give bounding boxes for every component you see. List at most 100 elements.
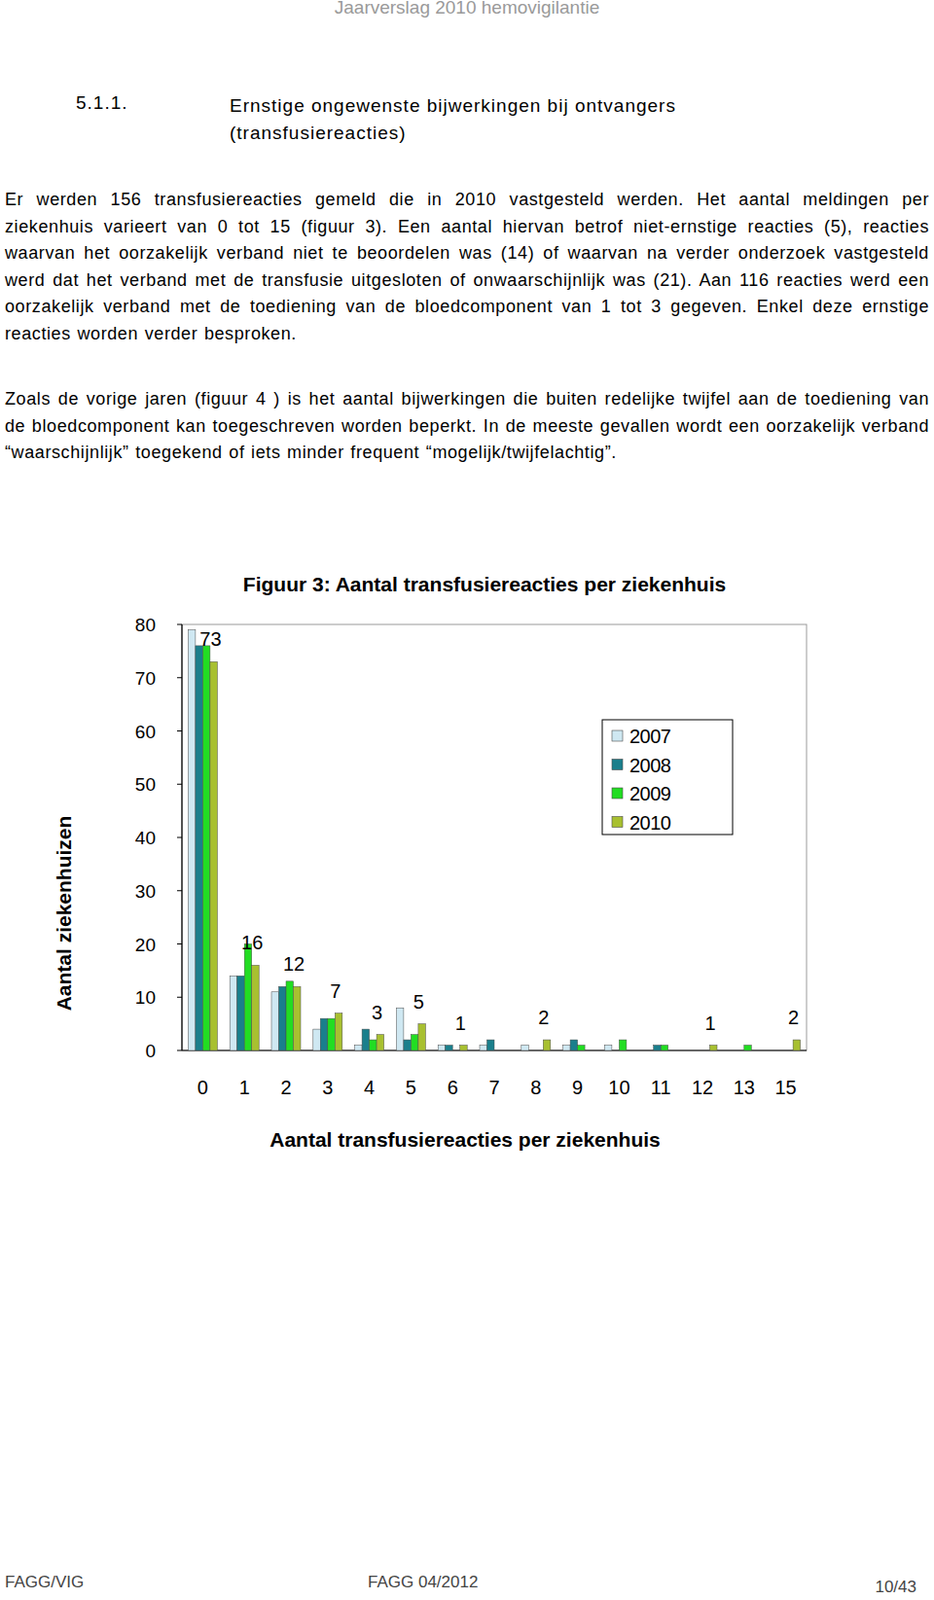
bar — [778, 1050, 787, 1052]
bar — [369, 1040, 378, 1051]
legend-swatch — [611, 759, 623, 771]
bar — [751, 1050, 759, 1052]
bar — [660, 1045, 669, 1051]
bar — [418, 1024, 427, 1051]
legend-box — [602, 719, 733, 835]
legend-label: 2010 — [629, 812, 672, 834]
data-label: 2 — [538, 1006, 549, 1029]
bar — [668, 1050, 677, 1052]
bar — [320, 1018, 328, 1051]
y-tick — [177, 677, 182, 679]
x-tick-label: 7 — [488, 1077, 500, 1099]
bar — [687, 1050, 696, 1052]
data-label: 12 — [283, 953, 305, 975]
x-tick-label: 6 — [447, 1077, 459, 1099]
bar — [786, 1050, 794, 1052]
bar — [710, 1045, 719, 1051]
data-label: 7 — [329, 980, 341, 1003]
y-tick — [177, 730, 182, 732]
y-tick-label: 10 — [135, 987, 156, 1008]
data-label: 1 — [704, 1012, 716, 1035]
bar — [286, 981, 294, 1051]
data-label: 3 — [371, 1002, 383, 1024]
bars — [187, 629, 800, 1051]
bar — [653, 1045, 662, 1051]
bar — [244, 944, 252, 1052]
bar — [521, 1045, 530, 1051]
running-header: Jaarverslag 2010 hemovigilantie — [0, 0, 934, 19]
y-tick-label: 20 — [135, 934, 156, 956]
y-tick-label: 80 — [135, 614, 156, 636]
bar — [195, 646, 204, 1051]
paragraph: Zoals de vorige jaren (figuur 4 ) is het… — [4, 386, 930, 467]
y-tick — [177, 997, 182, 999]
bar — [536, 1050, 544, 1052]
bar — [445, 1045, 454, 1051]
bar — [542, 1040, 551, 1051]
data-label: 1 — [455, 1012, 467, 1035]
x-tick-label: 5 — [405, 1077, 417, 1099]
bar — [577, 1045, 586, 1051]
legend-label: 2009 — [629, 783, 672, 805]
bar — [403, 1040, 412, 1051]
bar — [744, 1045, 753, 1051]
bar — [237, 975, 246, 1051]
bar — [528, 1050, 537, 1052]
y-tick-label: 0 — [144, 1041, 156, 1062]
chart: Figuur 3: Aantal transfusiereacties per … — [0, 0, 934, 1600]
y-tick-label: 30 — [135, 881, 156, 902]
bar — [626, 1050, 635, 1052]
y-tick — [177, 837, 182, 839]
bar — [570, 1040, 578, 1051]
legend-label: 2007 — [629, 725, 672, 748]
y-tick-label: 50 — [135, 774, 156, 795]
bar — [611, 1050, 620, 1052]
data-label: 5 — [413, 991, 425, 1013]
bar — [355, 1045, 363, 1051]
x-tick-label: 8 — [530, 1077, 541, 1099]
x-tick-label: 4 — [363, 1077, 375, 1099]
x-tick-label: 0 — [197, 1077, 209, 1099]
x-tick-label: 10 — [608, 1077, 630, 1099]
bar — [702, 1050, 711, 1052]
data-label: 73 — [199, 628, 221, 650]
bar — [646, 1050, 654, 1052]
section-title: Ernstige ongewenste bijwerkingen bij ont… — [229, 92, 824, 147]
section-number: 5.1.1. — [75, 92, 129, 114]
bar — [187, 629, 196, 1051]
x-tick-label: 1 — [239, 1077, 251, 1099]
legend-swatch — [611, 817, 623, 828]
bar — [563, 1045, 572, 1051]
paragraph: Er werden 156 transfusiereacties gemeld … — [4, 186, 930, 348]
bar — [736, 1050, 745, 1052]
x-tick-label: 12 — [691, 1077, 714, 1099]
bar — [410, 1035, 419, 1051]
x-tick-label: 3 — [322, 1077, 333, 1099]
y-tick-label: 40 — [135, 827, 156, 849]
y-tick-label: 60 — [135, 721, 156, 743]
bar — [293, 986, 302, 1051]
bar — [437, 1045, 446, 1051]
bar — [210, 661, 218, 1051]
data-label: 2 — [788, 1006, 799, 1029]
bar — [361, 1029, 370, 1051]
bar — [502, 1050, 510, 1052]
bar — [313, 1029, 322, 1051]
y-tick-label: 70 — [135, 668, 156, 689]
y-tick — [177, 890, 182, 892]
bar — [460, 1045, 468, 1051]
bar — [395, 1007, 404, 1051]
bar — [452, 1050, 461, 1052]
bar — [327, 1018, 336, 1051]
bar — [479, 1045, 488, 1051]
footer-right: 10/43 — [856, 1578, 917, 1598]
bar — [494, 1050, 503, 1052]
bar — [771, 1050, 780, 1052]
bar — [376, 1035, 385, 1051]
bar — [618, 1040, 627, 1051]
bar — [251, 965, 260, 1051]
bar — [584, 1050, 593, 1052]
x-tick-label: 11 — [650, 1077, 672, 1099]
data-label: 16 — [241, 932, 263, 954]
x-tick-label: 2 — [280, 1077, 291, 1099]
